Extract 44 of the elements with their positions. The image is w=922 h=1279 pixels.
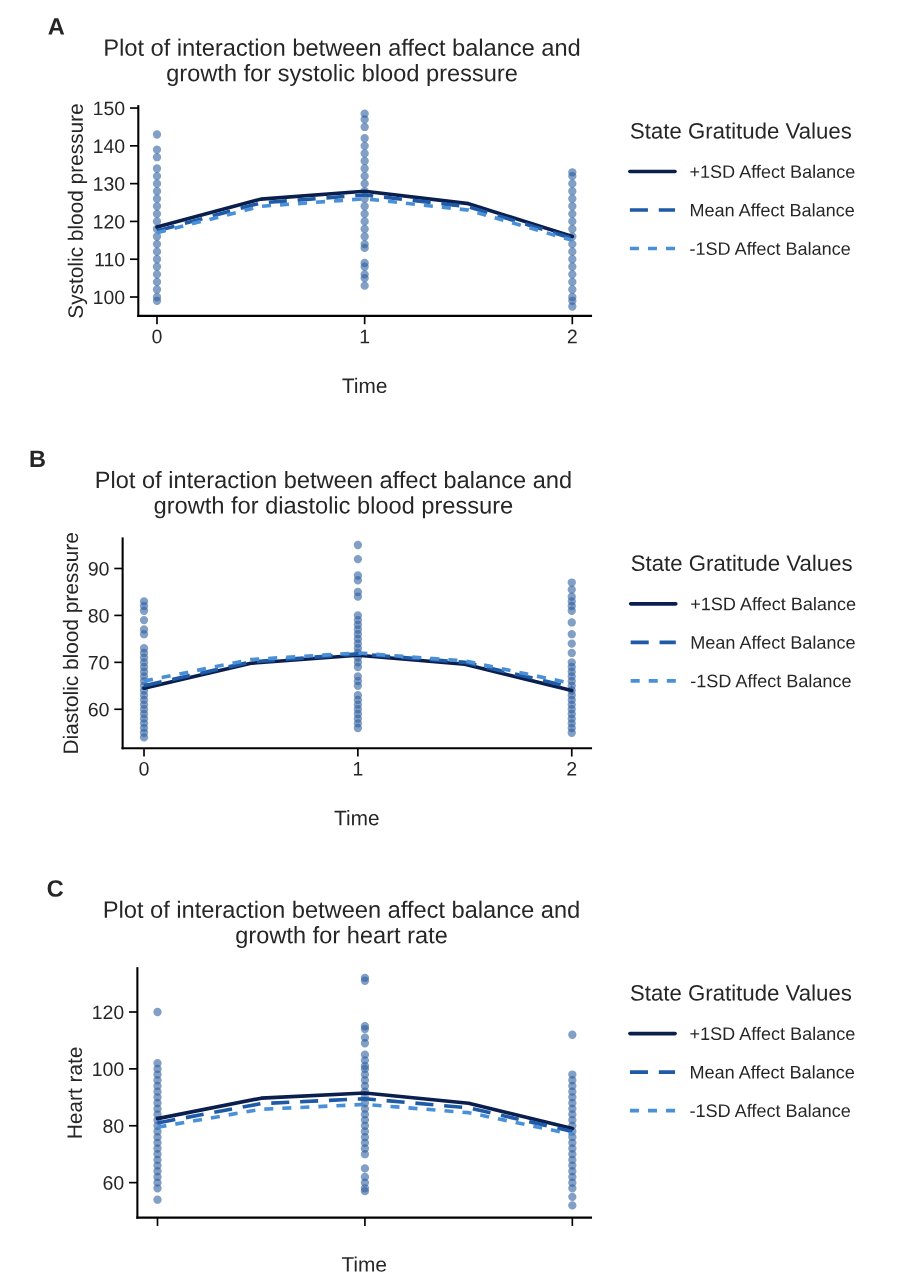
x-tick-label: 0 [139,761,149,776]
chart-title: Plot of interaction between affect balance and growth for heart rate [104,900,579,949]
legend-label: Mean Affect Balance [691,1065,855,1079]
y-tick-label: 100 [93,1062,124,1077]
x-tick-label: 2 [567,761,577,776]
y-tick-label: 130 [94,177,125,191]
x-axis-title: Time [334,810,379,826]
y-tick-label: 80 [88,608,109,623]
legend-label: -1SD Affect Balance [691,674,851,688]
y-tick-label: 110 [95,252,125,267]
y-tick-label: 150 [94,101,125,116]
legend-label: -1SD Affect Balance [690,1103,850,1118]
text: C [47,880,64,897]
legend-label: +1SD Affect Balance [690,1026,855,1041]
y-axis-title: Systolic blood pressure [67,104,88,318]
legend-label: +1SD Affect Balance [691,597,856,611]
legend-label: Mean Affect Balance [691,635,855,649]
y-axis-title: Heart rate [67,1047,83,1138]
x-tick-label: 1 [353,762,363,776]
y-tick-label: 100 [94,290,125,305]
legend-label: +1SD Affect Balance [690,164,855,179]
legend-label: Mean Affect Balance [690,203,854,217]
y-tick-label: 70 [88,655,109,670]
y-tick-label: 80 [103,1119,124,1133]
legend-title: State Gratitude Values [630,984,852,1001]
y-tick-label: 120 [93,1005,124,1020]
x-tick-label: 2 [567,329,577,344]
y-tick-label: 120 [94,214,125,229]
y-tick-label: 60 [103,1176,124,1190]
x-tick-label: 1 [360,329,370,344]
x-axis-title: Time [341,1256,387,1272]
x-axis-title: Time [342,377,387,394]
y-tick-label: 60 [88,702,109,717]
y-axis-title: Diastolic blood pressure [62,533,83,753]
chart-title: Plot of interaction between affect balance and growth for diastolic blood pressure [96,470,571,519]
text: A [48,18,65,35]
legend-title: State Gratitude Values [631,554,852,572]
legend-label: -1SD Affect Balance [690,241,850,256]
text: B [30,450,45,467]
y-tick-label: 140 [94,139,125,154]
legend-title: State Gratitude Values [630,122,852,139]
x-tick-label: 0 [152,329,162,344]
y-tick-label: 90 [88,561,109,576]
chart-title: Plot of interaction between affect balance and growth for systolic blood pressure [105,38,580,87]
